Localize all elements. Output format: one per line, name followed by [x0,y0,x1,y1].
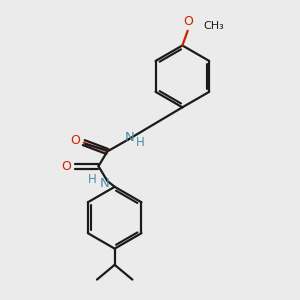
Text: N: N [124,131,134,144]
Text: O: O [61,160,71,173]
Text: CH₃: CH₃ [203,21,224,31]
Text: H: H [136,136,145,148]
Text: N: N [100,177,110,190]
Text: O: O [183,15,193,28]
Text: O: O [70,134,80,147]
Text: H: H [88,173,97,186]
